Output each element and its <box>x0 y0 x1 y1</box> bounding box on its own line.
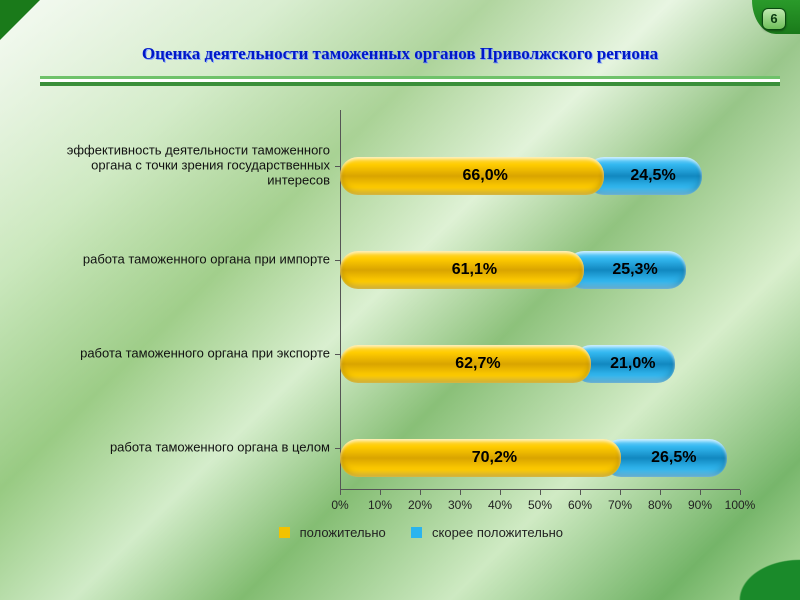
category-label: эффективность деятельности таможенного о… <box>60 144 330 189</box>
legend-swatch-positive <box>279 527 290 538</box>
x-tick <box>740 490 741 495</box>
x-tick-label: 0% <box>331 498 348 512</box>
x-tick-label: 40% <box>488 498 512 512</box>
x-tick <box>420 490 421 495</box>
x-tick <box>700 490 701 495</box>
x-tick-label: 10% <box>368 498 392 512</box>
x-tick <box>380 490 381 495</box>
bar-value-rather-positive: 26,5% <box>651 449 696 467</box>
slide: 6 Оценка деятельности таможенных органов… <box>0 0 800 600</box>
x-tick-label: 50% <box>528 498 552 512</box>
page-number-badge: 6 <box>762 8 786 30</box>
x-tick <box>660 490 661 495</box>
title-underline <box>40 76 780 86</box>
x-tick <box>540 490 541 495</box>
x-tick <box>460 490 461 495</box>
bar-value-positive: 66,0% <box>463 167 508 185</box>
category-label: работа таможенного органа при импорте <box>60 253 330 268</box>
evaluation-bar-chart: 0% 10% 20% 30% 40% 50% 60% 70% 80% 90% 100% эффекти… <box>60 110 760 540</box>
x-tick <box>620 490 621 495</box>
y-tick <box>335 354 340 355</box>
x-tick <box>500 490 501 495</box>
bar-value-positive: 70,2% <box>472 449 517 467</box>
bar-value-positive: 62,7% <box>455 355 500 373</box>
bar-value-rather-positive: 24,5% <box>630 167 675 185</box>
legend: положительно скорее положительно <box>60 525 760 540</box>
legend-label-positive: положительно <box>300 525 386 540</box>
x-tick-label: 90% <box>688 498 712 512</box>
bar-value-rather-positive: 21,0% <box>610 355 655 373</box>
slide-title: Оценка деятельности таможенных органов П… <box>0 44 800 64</box>
legend-swatch-rather-positive <box>411 527 422 538</box>
x-tick-label: 60% <box>568 498 592 512</box>
category-label: работа таможенного органа при экспорте <box>60 347 330 362</box>
x-tick-label: 80% <box>648 498 672 512</box>
y-tick <box>335 260 340 261</box>
x-tick-label: 70% <box>608 498 632 512</box>
x-tick-label: 30% <box>448 498 472 512</box>
corner-accent-tl <box>0 0 40 40</box>
bar-value-positive: 61,1% <box>452 261 497 279</box>
y-tick <box>335 166 340 167</box>
x-tick <box>580 490 581 495</box>
legend-label-rather-positive: скорее положительно <box>432 525 563 540</box>
x-tick <box>340 490 341 495</box>
category-label: работа таможенного органа в целом <box>60 441 330 456</box>
bar-value-rather-positive: 25,3% <box>612 261 657 279</box>
x-tick-label: 20% <box>408 498 432 512</box>
plot-area: 0%10%20%30%40%50%60%70%80%90%100%эффекти… <box>340 110 740 490</box>
x-tick-label: 100% <box>725 498 756 512</box>
y-tick <box>335 448 340 449</box>
